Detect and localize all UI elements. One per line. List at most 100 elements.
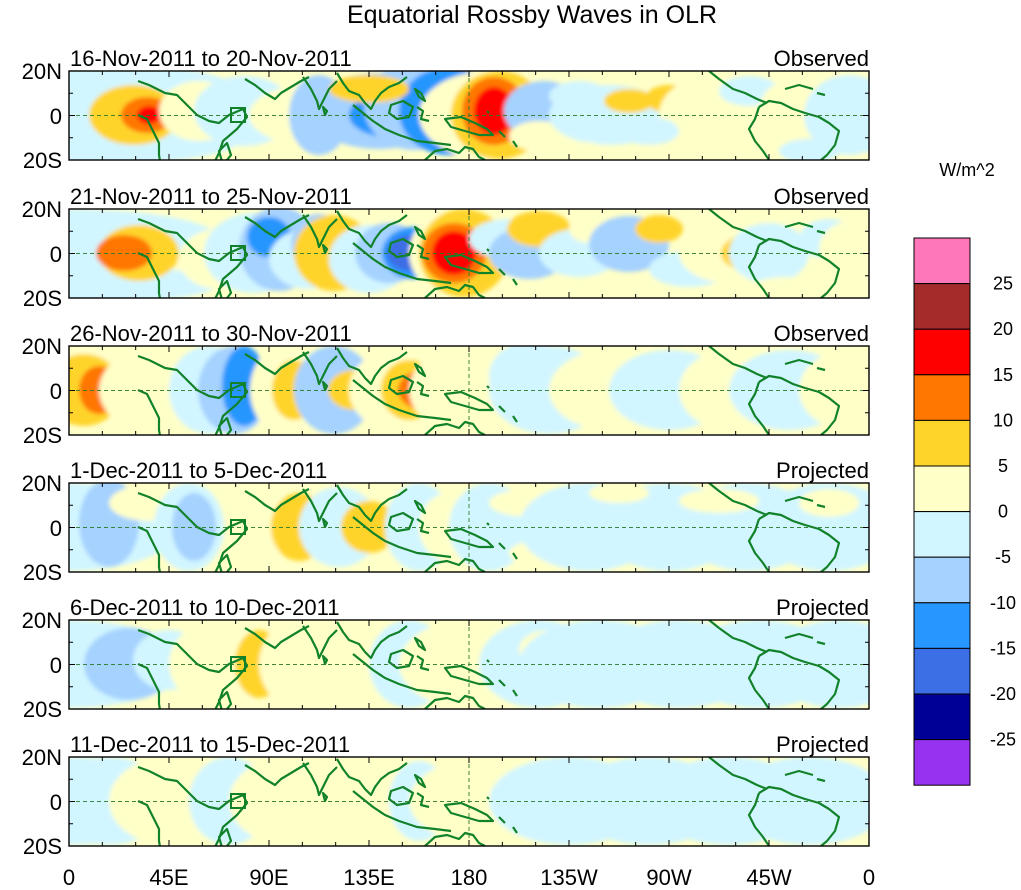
olr-anomaly-region (799, 489, 859, 517)
box-marker (230, 107, 246, 123)
olr-anomaly-region (679, 489, 759, 513)
lon-tick-label: 90E (249, 865, 288, 890)
olr-anomaly-region (619, 117, 679, 145)
colorbar: 25 20 15 10 5 0 -5 -10 -15 -20 -25 (913, 237, 1016, 786)
panel-type-label: Projected (776, 458, 869, 483)
panel-map (69, 483, 869, 572)
box-marker (230, 245, 246, 261)
panel-type-label: Projected (776, 595, 869, 620)
lat-tick-label: 20N (22, 197, 62, 222)
olr-anomaly-region (759, 81, 819, 141)
colorbar-tick-label: -15 (990, 638, 1016, 658)
box-marker (230, 656, 246, 672)
colorbar-units: W/m^2 (939, 160, 994, 180)
lon-tick-label: 180 (451, 865, 488, 890)
lon-tick-label: 0 (63, 865, 75, 890)
colorbar-swatch (913, 739, 971, 786)
colorbar-tick-label: 15 (993, 365, 1013, 385)
panel-1: 16-Nov-2011 to 20-Nov-2011 Observed 20N 0 20… (22, 46, 870, 173)
lat-tick-label: 20N (22, 745, 62, 770)
panel-date-range: 6-Dec-2011 to 10-Dec-2011 (70, 595, 339, 620)
lon-tick-label: 45E (149, 865, 188, 890)
lat-tick-label: 20S (23, 148, 62, 173)
panel-type-label: Observed (774, 321, 869, 346)
panel-type-label: Observed (774, 46, 869, 71)
panel-date-range: 1-Dec-2011 to 5-Dec-2011 (70, 458, 327, 483)
lat-tick-label: 0 (50, 653, 62, 678)
colorbar-swatch (913, 602, 971, 649)
panel-map (69, 346, 869, 435)
lon-tick-label: 90W (646, 865, 691, 890)
panel-map (69, 209, 869, 298)
colorbar-tick-label: 0 (998, 502, 1008, 522)
colorbar-swatch (913, 283, 971, 330)
lat-tick-label: 20N (22, 59, 62, 84)
olr-anomaly-region (635, 215, 683, 243)
lon-tick-label: 0 (863, 865, 875, 890)
colorbar-swatch (913, 465, 971, 513)
box-marker (230, 382, 246, 398)
panel-4: 1-Dec-2011 to 5-Dec-2011 Projected 20N 0 20S (22, 458, 870, 585)
colorbar-swatch (913, 693, 971, 741)
colorbar-tick-label: 10 (993, 410, 1013, 430)
panel-6: 11-Dec-2011 to 15-Dec-2011 Projected 20N 0 2… (22, 732, 870, 859)
colorbar-tick-label: 25 (993, 274, 1013, 294)
olr-anomaly-region (329, 75, 409, 103)
lat-tick-label: 0 (50, 516, 62, 541)
box-marker (230, 793, 246, 809)
panel-5: 6-Dec-2011 to 10-Dec-2011 Projected 20N 0 20… (22, 595, 870, 722)
lat-tick-label: 20S (23, 286, 62, 311)
panel-date-range: 16-Nov-2011 to 20-Nov-2011 (70, 46, 352, 71)
panel-3: 26-Nov-2011 to 30-Nov-2011 Observed 20N 0 20… (22, 321, 870, 448)
olr-anomaly-region (69, 264, 219, 298)
panel-map (69, 757, 869, 846)
lon-tick-label: 135W (540, 865, 598, 890)
colorbar-swatch (913, 374, 971, 421)
lat-tick-label: 20S (23, 697, 62, 722)
panel-date-range: 21-Nov-2011 to 25-Nov-2011 (70, 184, 352, 209)
lon-tick-label: 45W (746, 865, 791, 890)
lon-tick-label: 135E (343, 865, 394, 890)
panel-map (69, 71, 869, 160)
olr-anomaly-region (529, 141, 609, 160)
colorbar-swatch (913, 328, 971, 376)
lat-tick-label: 20S (23, 560, 62, 585)
colorbar-tick-label: 5 (998, 456, 1008, 476)
colorbar-swatch (913, 556, 971, 604)
colorbar-tick-label: 20 (993, 319, 1013, 339)
figure-title: Equatorial Rossby Waves in OLR (347, 1, 717, 29)
panel-map (69, 620, 869, 709)
colorbar-swatch (913, 419, 971, 467)
colorbar-tick-label: -25 (990, 730, 1016, 750)
olr-anomaly-region (604, 89, 654, 113)
box-marker (230, 519, 246, 535)
panel-type-label: Projected (776, 732, 869, 757)
colorbar-tick-label: -20 (990, 684, 1016, 704)
panel-date-range: 11-Dec-2011 to 15-Dec-2011 (70, 732, 350, 757)
lat-tick-label: 0 (50, 790, 62, 815)
lat-tick-label: 20N (22, 608, 62, 633)
panel-date-range: 26-Nov-2011 to 30-Nov-2011 (70, 321, 352, 346)
lat-tick-label: 20N (22, 334, 62, 359)
olr-anomaly-region (474, 87, 514, 135)
olr-anomaly-region (96, 235, 152, 271)
colorbar-swatch (913, 237, 971, 285)
olr-anomaly-region (804, 75, 869, 155)
lat-tick-label: 20N (22, 471, 62, 496)
olr-anomaly-region (229, 483, 289, 563)
lat-tick-label: 20S (23, 834, 62, 859)
lat-tick-label: 0 (50, 104, 62, 129)
lat-tick-label: 20S (23, 423, 62, 448)
olr-anomaly-region (819, 219, 869, 279)
lat-tick-label: 0 (50, 379, 62, 404)
colorbar-tick-label: -5 (995, 547, 1011, 567)
colorbar-tick-label: -10 (990, 593, 1016, 613)
colorbar-swatch (913, 647, 971, 695)
panel-2: 21-Nov-2011 to 25-Nov-2011 Observed 20N 0 20… (22, 184, 870, 311)
olr-anomaly-region (589, 483, 649, 503)
panel-type-label: Observed (774, 184, 869, 209)
olr-anomaly-region (172, 493, 216, 561)
colorbar-swatch (913, 511, 971, 558)
lat-tick-label: 0 (50, 242, 62, 267)
